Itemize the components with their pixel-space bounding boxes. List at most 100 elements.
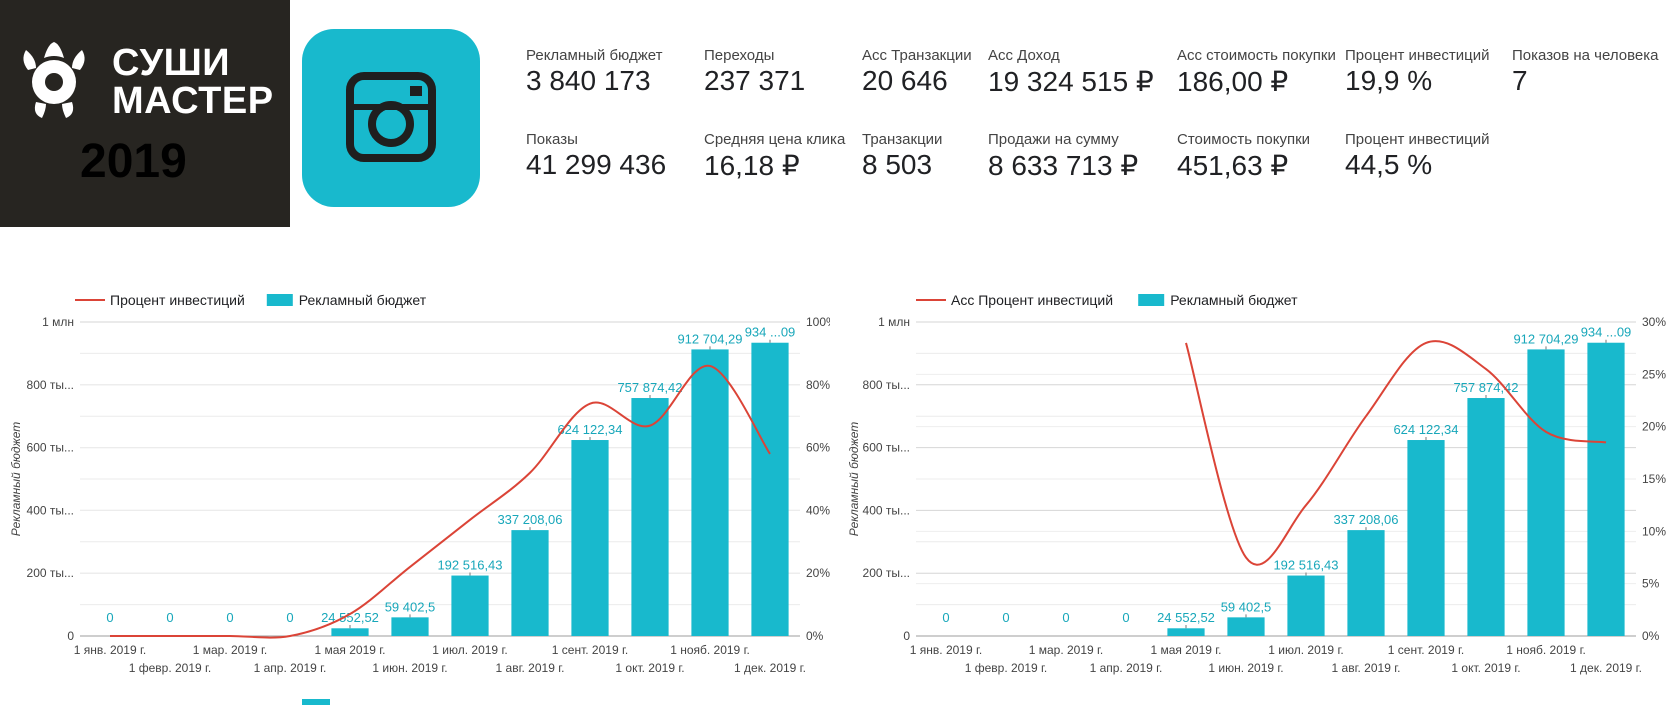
line-series bbox=[110, 364, 771, 639]
y-axis-title: Рекламный бюджет bbox=[9, 422, 23, 537]
bar bbox=[1587, 342, 1625, 636]
y-axis-left: 0 200 ты... 400 ты... 600 ты... 800 ты... 1 м… bbox=[863, 315, 911, 643]
x-tick-label: 1 нояб. 2019 г. bbox=[670, 643, 750, 657]
bar bbox=[1527, 349, 1565, 636]
bar bbox=[751, 342, 789, 636]
y2-tick-label: 20% bbox=[806, 566, 830, 580]
y-axis-title: Рекламный бюджет bbox=[847, 422, 861, 537]
bar bbox=[1287, 575, 1325, 636]
x-tick-label: 1 июл. 2019 г. bbox=[1268, 643, 1343, 657]
data-label: 624 122,34 bbox=[1393, 422, 1458, 437]
data-label: 912 704,29 bbox=[677, 331, 742, 346]
data-label: 0 bbox=[1002, 610, 1009, 625]
kpi-label: Acc Доход bbox=[988, 47, 1060, 64]
kpi-investment-percent: Процент инвестиций 19,9 % bbox=[1345, 47, 1489, 97]
y-axis-left: 0 200 ты... 400 ты... 600 ты... 800 ты... 1 м… bbox=[27, 315, 75, 643]
y2-tick-label: 0% bbox=[806, 629, 824, 643]
y2-tick-label: 60% bbox=[806, 441, 830, 455]
kpi-value: 44,5 % bbox=[1345, 149, 1433, 180]
kpi-value: 7 bbox=[1512, 65, 1528, 96]
x-tick-label: 1 июл. 2019 г. bbox=[432, 643, 507, 657]
kpi-label: Переходы bbox=[704, 47, 775, 64]
kpi-label: Acc стоимость покупки bbox=[1177, 47, 1336, 64]
data-label: 0 bbox=[1122, 610, 1129, 625]
bar bbox=[1167, 628, 1205, 636]
kpi-value: 186,00 ₽ bbox=[1177, 66, 1289, 97]
x-tick-label: 1 мая 2019 г. bbox=[314, 643, 385, 657]
y2-tick-label: 5% bbox=[1642, 577, 1660, 591]
bar-series bbox=[1167, 342, 1625, 636]
y-tick-label: 0 bbox=[67, 629, 74, 643]
instagram-icon bbox=[346, 72, 436, 162]
y2-tick-label: 80% bbox=[806, 378, 830, 392]
y-tick-label: 800 ты... bbox=[27, 378, 74, 392]
y-tick-label: 600 ты... bbox=[863, 441, 910, 455]
chart-acc-investment-vs-budget: Acc Процент инвестиций Рекламный бюджет 0 2… bbox=[847, 292, 1666, 675]
kpi-purchase-cost: Стоимость покупки 451,63 ₽ bbox=[1177, 131, 1310, 182]
data-label: 0 bbox=[286, 610, 293, 625]
line-series bbox=[1185, 340, 1607, 566]
x-tick-label: 1 сент. 2019 г. bbox=[552, 643, 628, 657]
x-tick-label: 1 февр. 2019 г. bbox=[129, 661, 212, 675]
legend-label-bar: Рекламный бюджет bbox=[299, 292, 427, 308]
kpi-acc-transactions: Acc Транзакции 20 646 bbox=[862, 47, 972, 97]
y2-tick-label: 0% bbox=[1642, 629, 1660, 643]
data-label: 0 bbox=[106, 610, 113, 625]
bar bbox=[1407, 440, 1445, 636]
data-label: 337 208,06 bbox=[1333, 512, 1398, 527]
kpi-value: 3 840 173 bbox=[526, 65, 651, 96]
x-tick-label: 1 июн. 2019 г. bbox=[1208, 661, 1283, 675]
grid-lines bbox=[916, 321, 1636, 637]
kpi-value: 237 371 bbox=[704, 65, 806, 96]
x-tick-label: 1 авг. 2019 г. bbox=[496, 661, 565, 675]
y-tick-label: 800 ты... bbox=[863, 378, 910, 392]
chart-investment-vs-budget: Процент инвестиций Рекламный бюджет 0 200 т… bbox=[9, 292, 830, 675]
y2-tick-label: 30% bbox=[1642, 315, 1666, 329]
bar bbox=[1347, 530, 1385, 636]
kpi-acc-purchase-cost: Acc стоимость покупки 186,00 ₽ bbox=[1177, 47, 1336, 98]
legend-swatch-bar bbox=[266, 294, 293, 306]
y-tick-label: 1 млн bbox=[42, 315, 74, 329]
kpi-value: 16,18 ₽ bbox=[704, 150, 800, 181]
kpi-label: Транзакции bbox=[862, 131, 943, 148]
y-tick-label: 200 ты... bbox=[27, 566, 74, 580]
y-tick-label: 400 ты... bbox=[863, 503, 910, 517]
kpi-label: Процент инвестиций bbox=[1345, 131, 1490, 148]
kpi-label: Показов на человека bbox=[1512, 47, 1659, 64]
platform-tile bbox=[302, 29, 480, 207]
grid-lines bbox=[80, 321, 800, 637]
x-tick-label: 1 окт. 2019 г. bbox=[1451, 661, 1520, 675]
kpi-label: Acc Транзакции bbox=[862, 47, 972, 64]
chart-legend: Acc Процент инвестиций Рекламный бюджет bbox=[916, 292, 1298, 308]
data-labels: 0 0 0 0 24 552,52 59 402,5 192 516,43 337 208,0… bbox=[106, 325, 795, 629]
x-tick-label: 1 апр. 2019 г. bbox=[1090, 661, 1163, 675]
y2-tick-label: 20% bbox=[1642, 420, 1666, 434]
kpi-label: Продажи на сумму bbox=[988, 131, 1119, 148]
x-axis: 1 янв. 2019 г. 1 февр. 2019 г. 1 мар. 2019… bbox=[910, 643, 1642, 675]
kpi-label: Стоимость покупки bbox=[1177, 131, 1311, 148]
y-axis-right: 0% 20% 40% 60% 80% 100% bbox=[806, 315, 830, 643]
x-tick-label: 1 мар. 2019 г. bbox=[193, 643, 268, 657]
data-label: 192 516,43 bbox=[437, 558, 502, 573]
bar bbox=[451, 575, 489, 636]
x-tick-label: 1 авг. 2019 г. bbox=[1332, 661, 1401, 675]
brand-name-line2: МАСТЕР bbox=[112, 80, 274, 122]
kpi-label: Процент инвестиций bbox=[1345, 47, 1490, 64]
brand-name-line1: СУШИ bbox=[112, 42, 231, 84]
kpi-value: 8 503 bbox=[862, 149, 933, 180]
kpi-impressions: Показы 41 299 436 bbox=[526, 131, 666, 181]
y2-tick-label: 25% bbox=[1642, 367, 1666, 381]
data-label: 757 874,42 bbox=[617, 380, 682, 395]
y2-tick-label: 40% bbox=[806, 503, 830, 517]
kpi-label: Рекламный бюджет bbox=[526, 47, 663, 64]
legend-label-bar: Рекламный бюджет bbox=[1170, 292, 1298, 308]
x-tick-label: 1 дек. 2019 г. bbox=[1570, 661, 1642, 675]
legend-swatch-bar bbox=[1138, 294, 1165, 306]
y-tick-label: 1 млн bbox=[878, 315, 910, 329]
bar bbox=[391, 617, 429, 636]
kpi-label: Средняя цена клика bbox=[704, 131, 846, 148]
data-labels: 0 0 0 0 24 552,52 59 402,5 192 516,43 337 208,0… bbox=[942, 325, 1631, 629]
x-tick-label: 1 июн. 2019 г. bbox=[372, 661, 447, 675]
data-label: 934 ...09 bbox=[745, 325, 796, 340]
data-label: 192 516,43 bbox=[1273, 558, 1338, 573]
